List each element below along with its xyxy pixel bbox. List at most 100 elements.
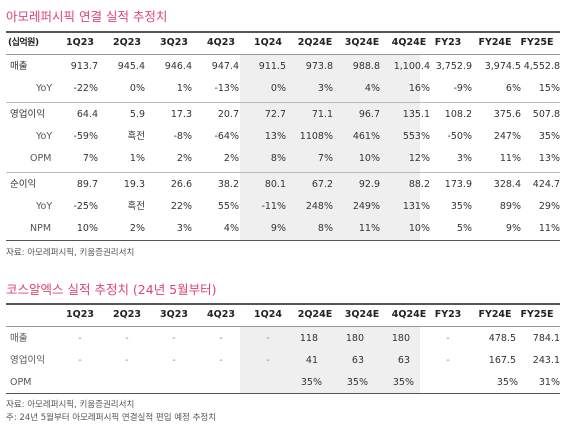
table2-row-op: 영업이익 - - - - - 41 63 63 - 167.5 243.1 <box>6 350 560 372</box>
cell: 249% <box>352 201 380 212</box>
cell: 7% <box>82 153 98 164</box>
cell: 2% <box>176 153 192 164</box>
table1-top-rule <box>6 31 560 33</box>
cell: 71.1 <box>311 109 333 120</box>
col-header: FY24E <box>478 37 512 48</box>
cell: 29% <box>538 201 560 212</box>
cell: 10% <box>358 153 380 164</box>
cell: 173.9 <box>444 179 472 190</box>
cell: 16% <box>408 83 430 94</box>
cell: 64.4 <box>76 109 98 120</box>
table1-group-rule <box>6 102 560 103</box>
cell: 2% <box>223 153 239 164</box>
table1-title: 아모레퍼시픽 연결 실적 추정치 <box>6 9 168 24</box>
col-header: 2Q23 <box>113 309 141 320</box>
cell: 1,100.4 <box>393 61 430 72</box>
table2-estimate-shade <box>240 327 420 393</box>
col-header: FY24E <box>478 309 512 320</box>
row-label: 매출 <box>10 61 28 72</box>
cell: 89.7 <box>76 179 98 190</box>
row-label: 매출 <box>10 333 28 344</box>
cell: - <box>446 355 450 366</box>
cell: 89% <box>499 201 521 212</box>
cell: 507.8 <box>532 109 560 120</box>
cell: 3% <box>456 153 472 164</box>
cell: - <box>172 355 176 366</box>
cell: - <box>78 333 82 344</box>
cell: 248% <box>305 201 333 212</box>
cell: - <box>219 333 223 344</box>
cell: 35% <box>346 377 368 388</box>
cell: 4% <box>364 83 380 94</box>
cell: -59% <box>73 131 98 142</box>
table1-row-net: 순이익 89.7 19.3 26.6 38.2 80.1 67.2 92.9 8… <box>6 174 560 196</box>
col-header: 4Q24E <box>391 309 427 320</box>
col-header: FY25E <box>520 309 554 320</box>
cell: 35% <box>392 377 414 388</box>
table1-bottom-rule <box>6 240 560 241</box>
cell: 9% <box>270 223 286 234</box>
cell: 167.5 <box>488 355 516 366</box>
cell: 11% <box>538 223 560 234</box>
cell: 20.7 <box>217 109 239 120</box>
cell: -22% <box>73 83 98 94</box>
cell: 10% <box>408 223 430 234</box>
cell: 3,974.5 <box>484 61 521 72</box>
cell: 6% <box>505 83 521 94</box>
cell: 784.1 <box>532 333 560 344</box>
table2-header-rule <box>6 326 560 327</box>
col-header: FY23 <box>434 309 462 320</box>
table1-header-row: (십억원) 1Q23 2Q23 3Q23 4Q23 1Q24 2Q24E 3Q2… <box>6 32 560 54</box>
cell: 19.3 <box>123 179 145 190</box>
table1-row-npm: NPM 10% 2% 3% 4% 9% 8% 11% 10% 5% 9% 11% <box>6 218 560 240</box>
cell: 13% <box>264 131 286 142</box>
cell: 947.4 <box>211 61 239 72</box>
cell: 63 <box>397 355 410 366</box>
cell: 988.8 <box>352 61 380 72</box>
row-label: 순이익 <box>10 179 37 190</box>
table1-source: 자료: 아모레퍼시픽, 키움증권리서치 <box>6 248 135 258</box>
cell: 461% <box>352 131 380 142</box>
table1-row-opm: OPM 7% 1% 2% 2% 8% 7% 10% 12% 3% 11% 13% <box>6 148 560 170</box>
cell: 478.5 <box>488 333 516 344</box>
cell: 1108% <box>299 131 333 142</box>
table1-group-rule <box>6 172 560 173</box>
col-header: 1Q24 <box>254 37 282 48</box>
cell: 2% <box>129 223 145 234</box>
table1-row-op-yoy: YoY -59% 흑전 -8% -64% 13% 1108% 461% 553%… <box>6 126 560 148</box>
cell: 96.7 <box>358 109 380 120</box>
cell: 22% <box>170 201 192 212</box>
table1-row-revenue-yoy: YoY -22% 0% 1% -13% 0% 3% 4% 16% -9% 6% … <box>6 78 560 100</box>
cell: 15% <box>538 83 560 94</box>
cell: 5% <box>456 223 472 234</box>
cell: 흑전 <box>127 201 145 212</box>
row-label: 영업이익 <box>10 355 45 366</box>
cell: - <box>219 355 223 366</box>
cell: 5.9 <box>129 109 145 120</box>
cell: 흑전 <box>127 131 145 142</box>
table2-source: 자료: 아모레퍼시픽, 키움증권리서치 <box>6 400 135 410</box>
cell: 4,552.8 <box>523 61 560 72</box>
row-label: YoY <box>36 83 53 94</box>
cell: - <box>125 333 129 344</box>
table2-top-rule <box>6 303 560 305</box>
col-header: 4Q24E <box>391 37 427 48</box>
cell: 92.9 <box>358 179 380 190</box>
cell: - <box>78 355 82 366</box>
cell: - <box>266 355 270 366</box>
cell: -64% <box>214 131 239 142</box>
table2-bottom-rule <box>6 393 560 394</box>
cell: -8% <box>173 131 193 142</box>
cell: 131% <box>402 201 430 212</box>
col-header: FY25E <box>520 37 554 48</box>
col-header: 3Q23 <box>160 37 188 48</box>
cell: 1% <box>176 83 192 94</box>
row-label: YoY <box>36 131 53 142</box>
cell: -9% <box>453 83 473 94</box>
table2-title: 코스알엑스 실적 추정치 (24년 5월부터) <box>6 282 217 297</box>
col-header: FY23 <box>434 37 462 48</box>
col-header: 1Q23 <box>66 309 94 320</box>
table1-header-rule <box>6 54 560 55</box>
row-label: YoY <box>36 201 53 212</box>
cell: 11% <box>358 223 380 234</box>
